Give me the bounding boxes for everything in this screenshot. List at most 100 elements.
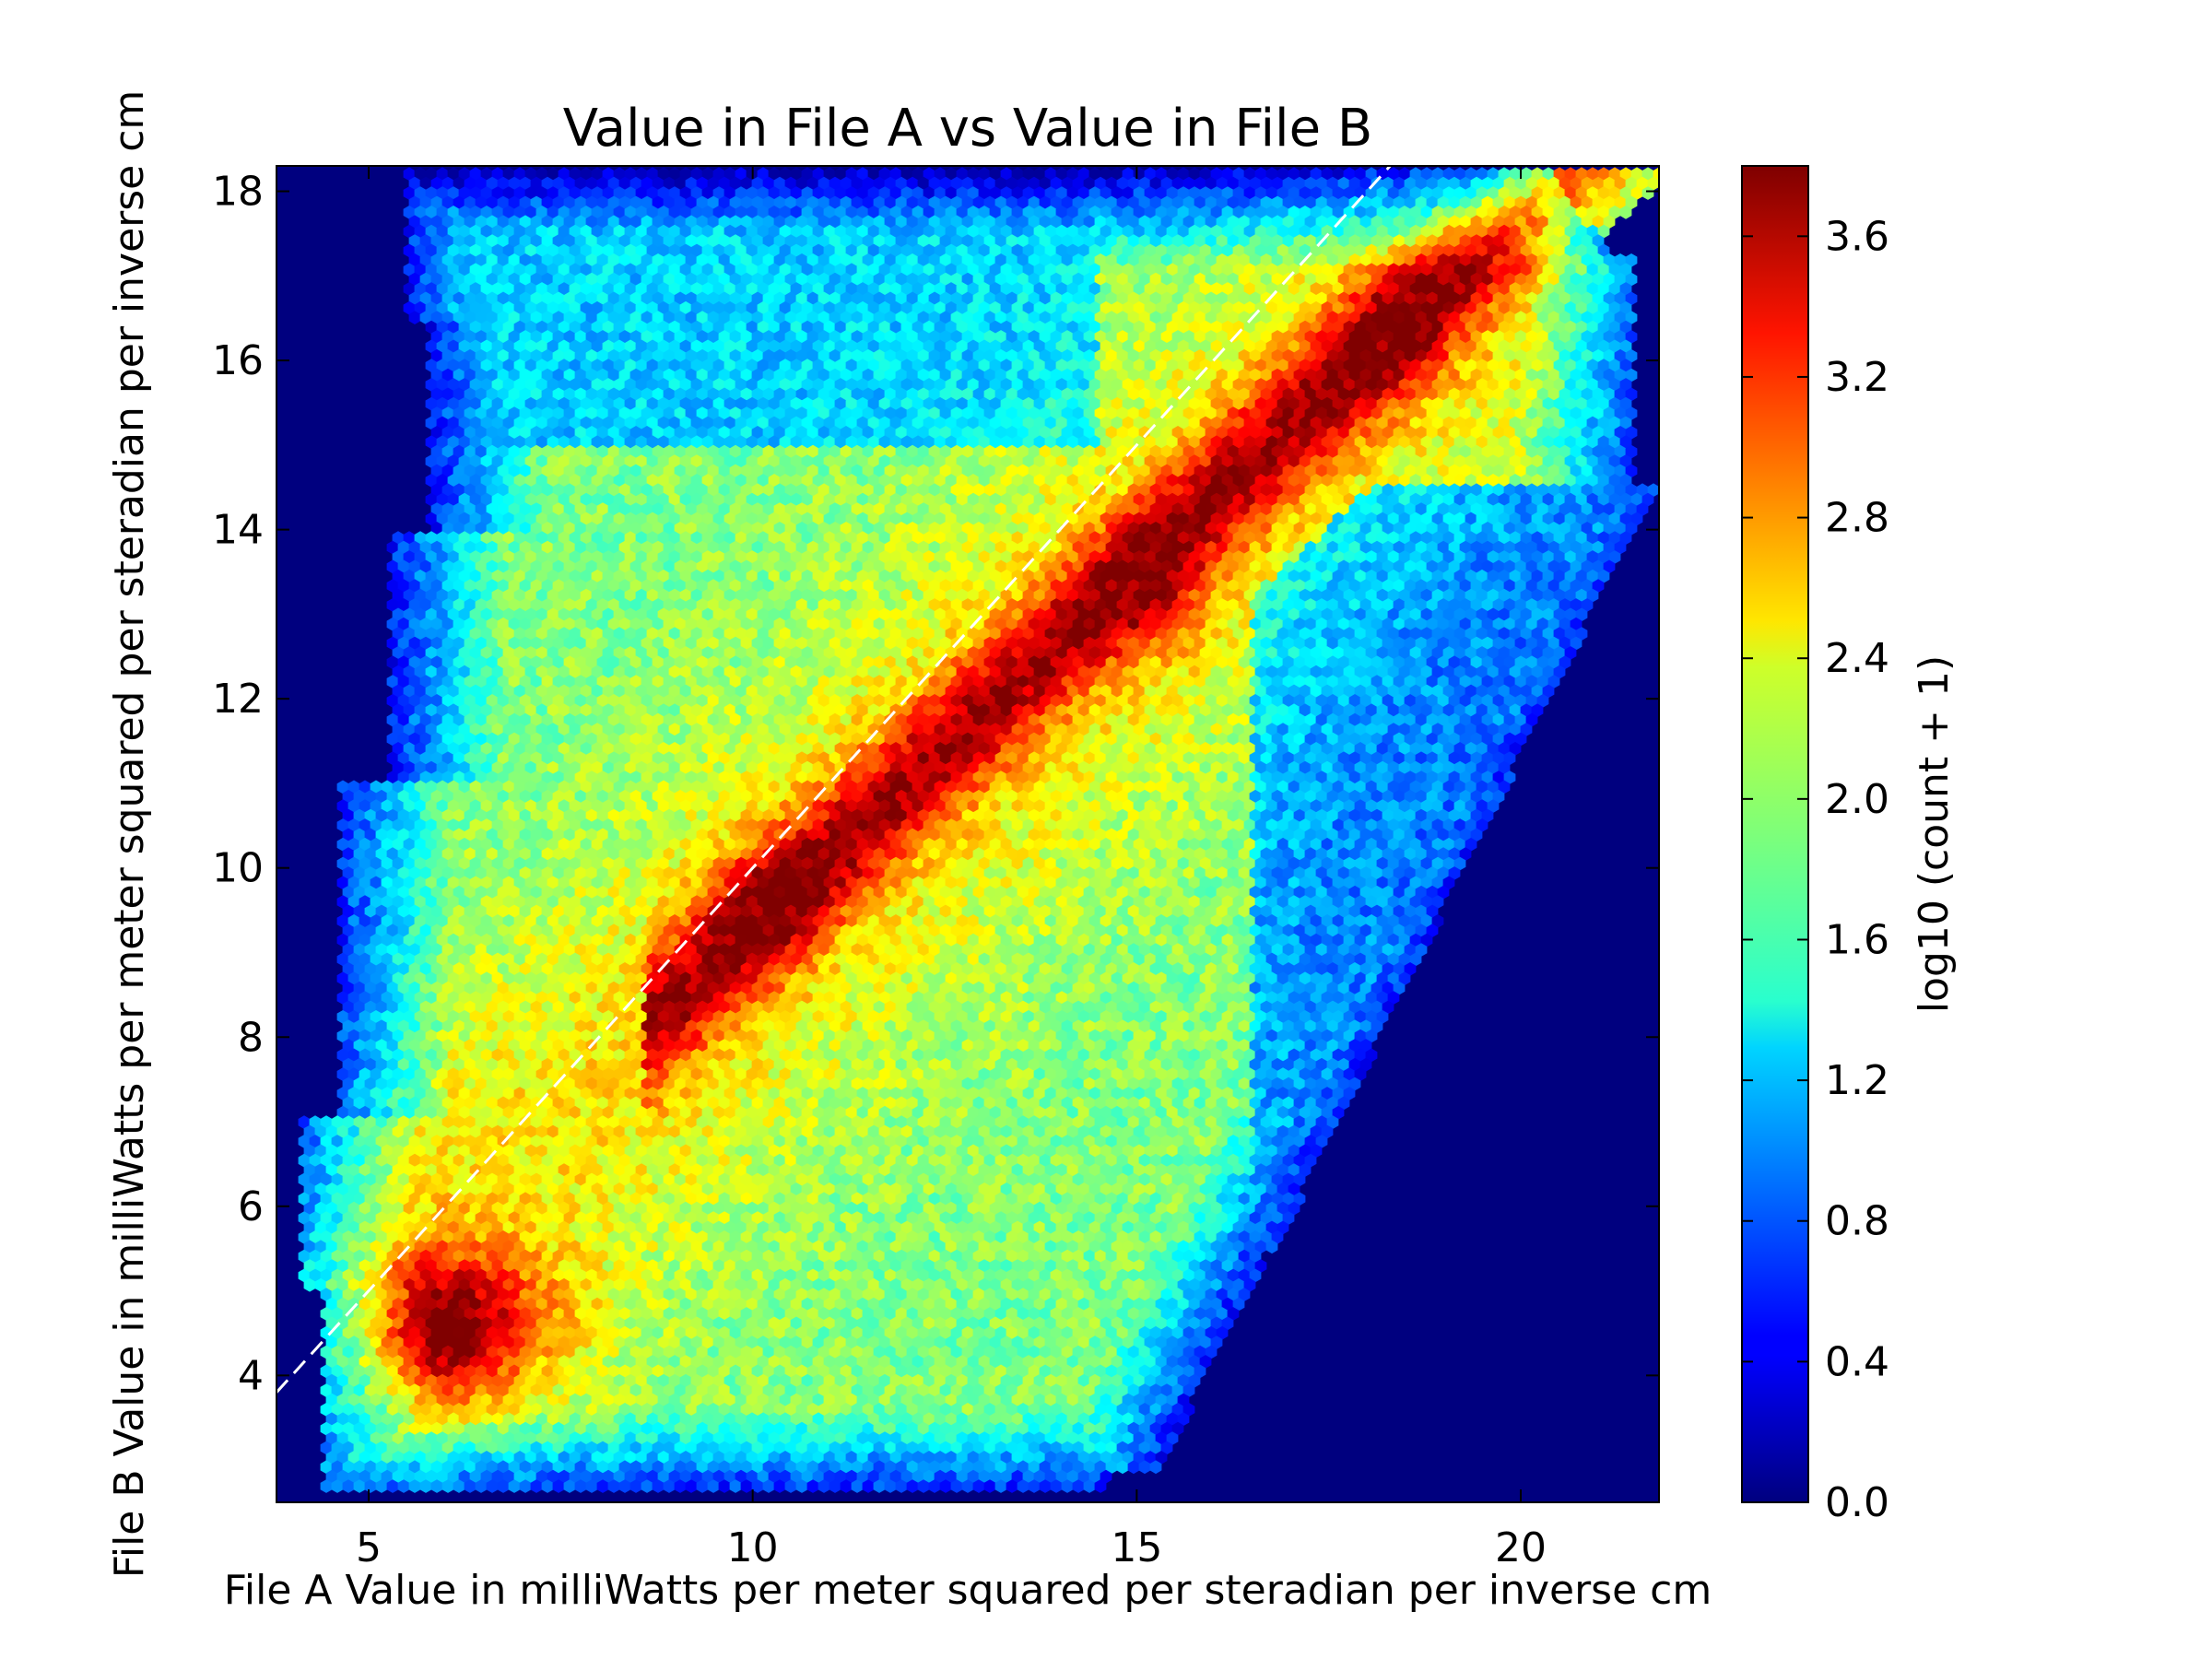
hexbin-cell [475, 234, 488, 248]
hexbin-cell [1481, 176, 1494, 191]
hexbin-cell [524, 263, 537, 277]
hexbin-cell [1570, 234, 1583, 248]
hexbin-cell [1299, 224, 1312, 239]
hexbin-cell [950, 176, 963, 191]
hexbin-cell [469, 282, 482, 296]
hexbin-cell [878, 206, 891, 219]
hexbin-cell [1570, 176, 1583, 191]
hexbin-cell [795, 234, 808, 248]
hexbin-cell [1304, 234, 1317, 248]
hexbin-cell [773, 272, 786, 287]
hexbin-cell [1465, 263, 1477, 277]
hexbin-cell [1271, 272, 1284, 287]
hexbin-cell [1288, 282, 1300, 296]
hexbin-cell [801, 224, 814, 239]
hexbin-cell [1431, 243, 1444, 258]
hexbin-cell [1105, 215, 1118, 229]
hexbin-cell [1039, 195, 1052, 210]
hexbin-cell [1531, 167, 1544, 182]
hexbin-cell [502, 263, 515, 277]
hexbin-cell [629, 215, 642, 229]
hexbin-cell [1326, 272, 1339, 287]
hexbin-cell [1105, 195, 1118, 210]
hexbin-cell [950, 234, 963, 248]
hexbin-cell [1249, 253, 1262, 267]
hexbin-cell [1509, 224, 1522, 239]
hexbin-cell [1227, 195, 1240, 210]
hexbin-cell [607, 195, 620, 210]
hexbin-cell [956, 224, 969, 239]
hexbin-cell [851, 215, 864, 229]
hexbin-cell [602, 167, 615, 182]
hexbin-cell [1481, 272, 1494, 287]
hexbin-cell [1354, 282, 1367, 296]
hexbin-cell [1100, 243, 1112, 258]
hexbin-cell [524, 282, 537, 296]
hexbin-cell [779, 263, 792, 277]
hexbin-cell [1393, 195, 1406, 210]
hexbin-cell [1083, 234, 1096, 248]
hexbin-cell [751, 215, 764, 229]
hexbin-cell [569, 206, 582, 219]
hexbin-cell [840, 234, 853, 248]
hexbin-cell [552, 215, 565, 229]
hexbin-cell [519, 234, 532, 248]
hexbin-cell [707, 234, 720, 248]
hexbin-cell [552, 253, 565, 267]
hexbin-cell [867, 167, 880, 182]
hexbin-cell [923, 186, 935, 200]
hexbin-cell [1066, 243, 1079, 258]
hexbin-cell [1155, 186, 1168, 200]
hexbin-cell [939, 253, 952, 267]
hexbin-cell [657, 167, 670, 182]
hexbin-cell [535, 243, 548, 258]
hexbin-cell [1282, 215, 1295, 229]
hexbin-cell [1514, 234, 1527, 248]
hexbin-cell [978, 206, 991, 219]
hexbin-cell [724, 282, 736, 296]
hexbin-cell [801, 282, 814, 296]
hexbin-cell [563, 195, 576, 210]
hexbin-cell [895, 253, 908, 267]
hexbin-cell [1442, 224, 1455, 239]
hexbin-cell [1083, 253, 1096, 267]
hexbin-cell [773, 215, 786, 229]
hexbin-cell [635, 224, 648, 239]
hexbin-cell [1299, 282, 1312, 296]
hexbin-cell [1061, 195, 1074, 210]
hexbin-cell [972, 195, 985, 210]
hexbin-cell [419, 195, 432, 210]
hexbin-cell [701, 206, 714, 219]
hexbin-cell [1614, 253, 1627, 267]
hexbin-cell [1177, 206, 1190, 219]
hexbin-cell [818, 195, 830, 210]
hexbin-cell [663, 272, 676, 287]
hexbin-cell [751, 176, 764, 191]
hexbin-cell [585, 234, 598, 248]
hexbin-cell [1061, 272, 1074, 287]
hexbin-cell [602, 224, 615, 239]
hexbin-cell [1547, 195, 1560, 210]
hexbin-cell [1536, 176, 1549, 191]
hexbin-cell [1243, 263, 1256, 277]
hexbin-cell [1000, 282, 1013, 296]
hexbin-cell [867, 243, 880, 258]
hexbin-cell [447, 224, 460, 239]
hexbin-cell [840, 272, 853, 287]
hexbin-cell [1122, 243, 1135, 258]
hexbin-cell [1083, 195, 1096, 210]
hexbin-cell [735, 282, 747, 296]
hexbin-cell [1000, 186, 1013, 200]
hexbin-cell [751, 234, 764, 248]
hexbin-cell [408, 253, 421, 267]
hexbin-cell [779, 186, 792, 200]
hexbin-cell [845, 186, 858, 200]
hexbin-cell [1597, 243, 1610, 258]
hexbin-cell [994, 195, 1007, 210]
hexbin-cell [751, 272, 764, 287]
hexbin-cell [1348, 176, 1361, 191]
hexbin-cell [724, 167, 736, 182]
hexbin-cell [1033, 263, 1046, 277]
hexbin-cell [779, 224, 792, 239]
hexbin-cell [1337, 176, 1350, 191]
